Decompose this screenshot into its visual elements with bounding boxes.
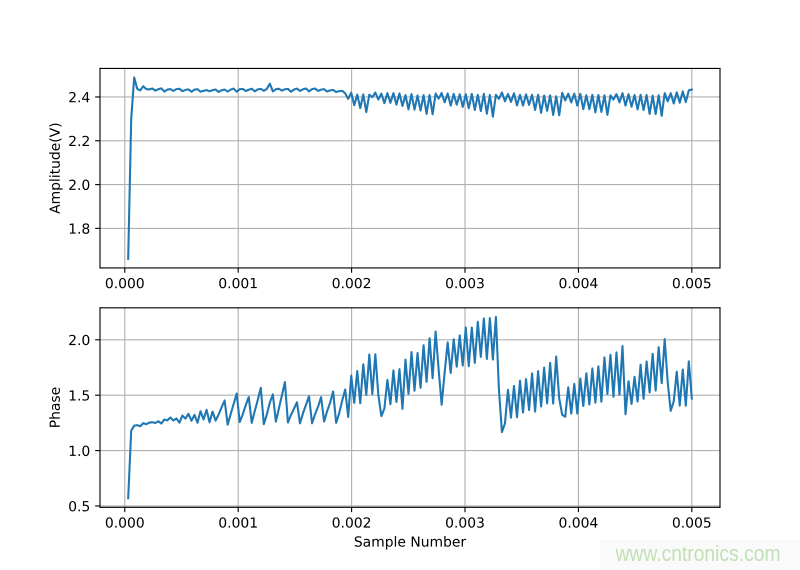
svg-text:www.cntronics.com: www.cntronics.com xyxy=(615,541,781,566)
